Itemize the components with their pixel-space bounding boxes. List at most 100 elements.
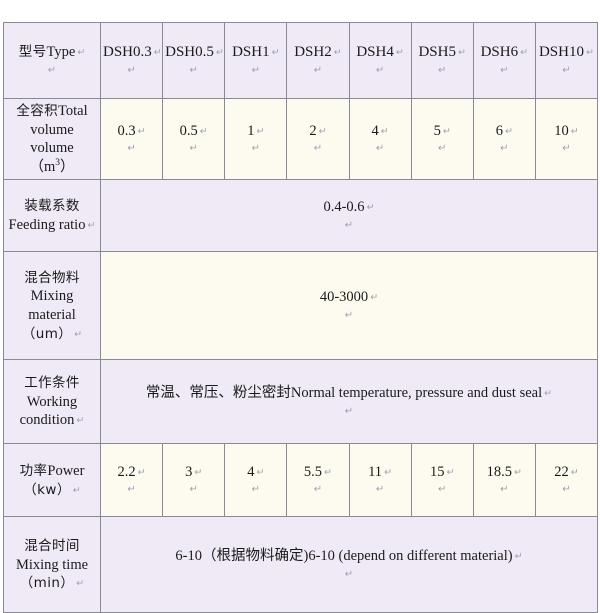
row-label-unit: （um） (21, 325, 73, 342)
row-label-cn: 功率 (19, 462, 48, 479)
return-mark-icon: ↵ (194, 466, 203, 478)
cell-value: 22 (554, 463, 569, 480)
table-row-mixing-time: 混合时间 Mixing time （min） ↵ 6-10（根据物料确定)6-10… (3, 516, 598, 613)
row-label-unit: （min） (19, 575, 75, 592)
header-type-label-cn: 型号 (18, 44, 47, 61)
header-cell-model: DSH2 ↵ ↵ (286, 22, 350, 99)
row-label-en-1: Mixing (30, 288, 74, 305)
return-mark-icon: ↵ (395, 46, 404, 58)
return-mark-icon: ↵ (127, 65, 136, 77)
cell-value: 2.2 (117, 463, 136, 480)
return-mark-icon: ↵ (137, 466, 146, 478)
row-label-mixing-material: 混合物料 Mixing material （um） ↵ (3, 251, 101, 361)
return-mark-icon: ↵ (215, 46, 224, 58)
return-mark-icon: ↵ (127, 484, 136, 496)
cell-value: 0.3 (117, 122, 136, 139)
cell-value: 6-10（根据物料确定)6-10 (depend on different ma… (175, 548, 513, 565)
return-mark-icon: ↵ (251, 65, 260, 77)
row-label-total-volume: 全容积Total volume volume （m3） (3, 97, 101, 181)
return-mark-icon: ↵ (500, 484, 509, 496)
row-label-cn: 工作条件 (24, 375, 80, 392)
model-label: DSH5 (418, 43, 456, 60)
specification-table-container: 型号Type ↵ ↵ DSH0.3 ↵ ↵ DSH0.5 ↵ ↵ DSH1 ↵ ↵ DS… (3, 22, 599, 613)
return-mark-icon: ↵ (344, 405, 354, 417)
return-mark-icon: ↵ (380, 125, 389, 137)
value-cell-power: 18.5 ↵ ↵ (472, 443, 536, 518)
cell-value: 10 (554, 122, 569, 139)
return-mark-icon: ↵ (562, 65, 571, 77)
header-cell-type: 型号Type ↵ ↵ (3, 22, 101, 99)
return-mark-icon: ↵ (256, 466, 265, 478)
return-mark-icon: ↵ (313, 65, 323, 77)
return-mark-icon: ↵ (76, 578, 85, 590)
value-cell-power: 5.5 ↵ ↵ (286, 443, 350, 518)
value-cell-power: 11 ↵ ↵ (348, 443, 412, 518)
return-mark-icon: ↵ (375, 143, 385, 155)
return-mark-icon: ↵ (437, 484, 447, 496)
cell-value: 1 (247, 122, 255, 139)
return-mark-icon: ↵ (375, 65, 385, 77)
return-mark-icon: ↵ (585, 46, 594, 58)
value-cell-total-volume: 5 ↵ ↵ (410, 97, 474, 181)
value-cell-working-condition: 常温、常压、粉尘密封Normal temperature, pressure a… (100, 359, 598, 445)
cell-value: 2 (309, 122, 317, 139)
table-row-total-volume: 全容积Total volume volume （m3） 0.3 ↵ ↵ 0.5 ↵ … (3, 97, 599, 181)
cell-value: 4 (371, 122, 379, 139)
return-mark-icon: ↵ (544, 388, 553, 400)
return-mark-icon: ↵ (375, 484, 385, 496)
return-mark-icon: ↵ (189, 143, 198, 155)
model-label: DSH1 (232, 43, 270, 60)
model-label: DSH6 (480, 43, 519, 60)
return-mark-icon: ↵ (570, 466, 579, 478)
return-mark-icon: ↵ (271, 46, 280, 58)
value-cell-mixing-material: 40-3000 ↵ ↵ (100, 251, 598, 361)
return-mark-icon: ↵ (520, 46, 529, 58)
return-mark-icon: ↵ (370, 292, 379, 304)
specification-table: 型号Type ↵ ↵ DSH0.3 ↵ ↵ DSH0.5 ↵ ↵ DSH1 ↵ ↵ DS… (3, 22, 599, 613)
row-label-cn: 混合时间 (24, 538, 80, 555)
cell-value: 5 (433, 122, 441, 139)
return-mark-icon: ↵ (189, 65, 198, 77)
row-label-en-2: condition (19, 412, 75, 429)
return-mark-icon: ↵ (318, 125, 327, 137)
return-mark-icon: ↵ (324, 466, 332, 478)
value-cell-power: 15 ↵ ↵ (410, 443, 474, 518)
row-label-mixing-time: 混合时间 Mixing time （min） ↵ (3, 516, 101, 613)
cell-value: 0.5 (179, 122, 198, 139)
return-mark-icon: ↵ (570, 125, 579, 137)
return-mark-icon: ↵ (251, 143, 260, 155)
cell-value: 18.5 (486, 463, 513, 480)
value-cell-total-volume: 10 ↵ ↵ (534, 97, 599, 181)
row-label-feeding-ratio: 装载系数 Feeding ratio ↵ (3, 179, 101, 253)
return-mark-icon: ↵ (442, 125, 451, 137)
return-mark-icon: ↵ (72, 484, 81, 496)
return-mark-icon: ↵ (47, 64, 57, 76)
return-mark-icon: ↵ (77, 47, 86, 59)
header-cell-model: DSH6 ↵ ↵ (472, 22, 536, 99)
value-cell-total-volume: 6 ↵ ↵ (472, 97, 536, 181)
value-cell-mixing-time: 6-10（根据物料确定)6-10 (depend on different ma… (100, 516, 598, 613)
return-mark-icon: ↵ (74, 328, 83, 340)
cell-value: 3 (185, 463, 193, 480)
return-mark-icon: ↵ (437, 65, 447, 77)
table-row-power: 功率Power （kw） ↵ 2.2 ↵ ↵ 3 ↵ ↵ 4 ↵ ↵ 5.5 ↵ ↵ (3, 443, 599, 518)
header-cell-model: DSH10 ↵ ↵ (534, 22, 599, 99)
table-row-working-condition: 工作条件 Working condition ↵ 常温、常压、粉尘密封Normal… (3, 359, 598, 445)
cell-value: 15 (429, 463, 445, 480)
return-mark-icon: ↵ (313, 484, 323, 496)
return-mark-icon: ↵ (514, 466, 522, 478)
table-header-row: 型号Type ↵ ↵ DSH0.3 ↵ ↵ DSH0.5 ↵ ↵ DSH1 ↵ ↵ DS… (3, 22, 599, 99)
return-mark-icon: ↵ (344, 309, 354, 321)
row-label-cn: 混合物料 (24, 269, 80, 286)
value-cell-power: 3 ↵ ↵ (162, 443, 226, 518)
return-mark-icon: ↵ (437, 143, 447, 155)
return-mark-icon: ↵ (251, 484, 260, 496)
header-type-label-en: Type (46, 44, 76, 61)
value-cell-total-volume: 2 ↵ ↵ (286, 97, 350, 181)
return-mark-icon: ↵ (500, 143, 509, 155)
table-row-mixing-material: 混合物料 Mixing material （um） ↵ 40-3000 ↵ ↵ (3, 251, 598, 361)
cell-value: 5.5 (303, 463, 323, 480)
return-mark-icon: ↵ (457, 46, 466, 58)
return-mark-icon: ↵ (366, 202, 375, 214)
model-label: DSH10 (538, 43, 584, 60)
